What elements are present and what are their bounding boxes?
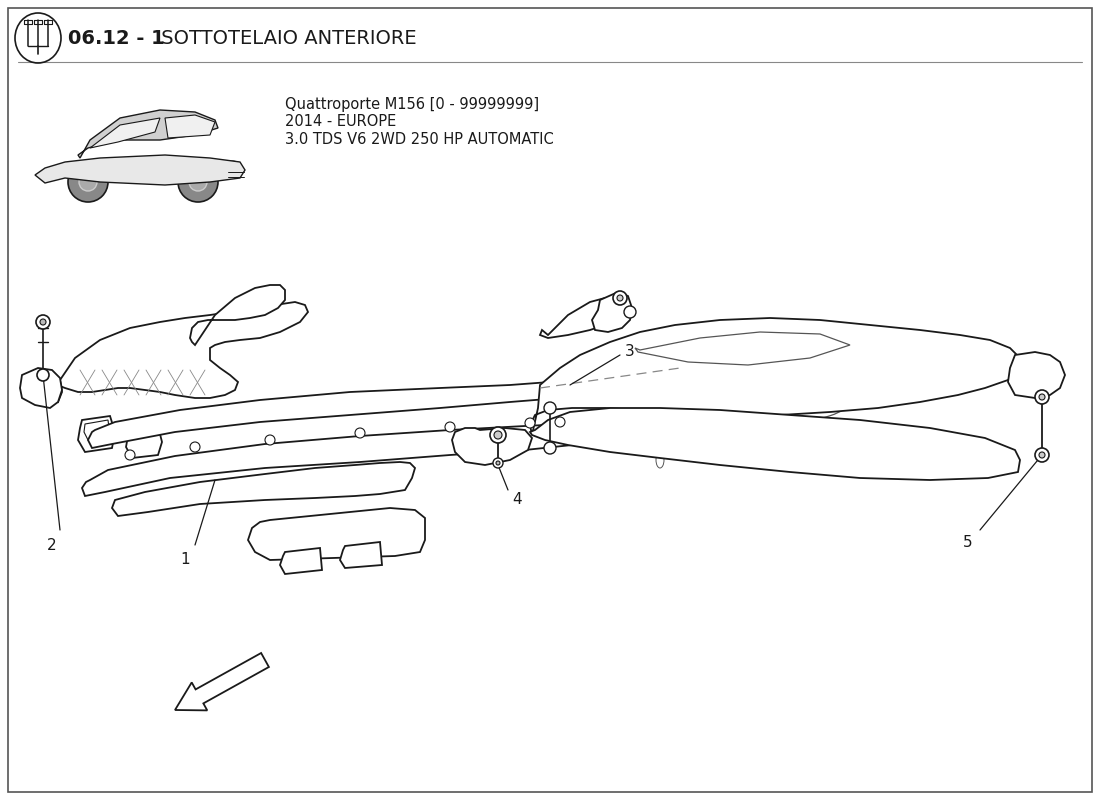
Text: 2014 - EUROPE: 2014 - EUROPE: [285, 114, 396, 130]
Text: 4: 4: [512, 492, 521, 507]
Circle shape: [624, 306, 636, 318]
Circle shape: [190, 442, 200, 452]
Circle shape: [37, 369, 50, 381]
Polygon shape: [540, 298, 618, 338]
Polygon shape: [84, 420, 110, 440]
Polygon shape: [592, 292, 632, 332]
Circle shape: [556, 417, 565, 427]
Circle shape: [355, 428, 365, 438]
Circle shape: [493, 458, 503, 468]
Polygon shape: [530, 318, 1020, 435]
Circle shape: [544, 442, 556, 454]
Ellipse shape: [730, 385, 830, 415]
Bar: [348, 550, 376, 562]
Text: 06.12 - 1: 06.12 - 1: [68, 29, 165, 47]
Polygon shape: [88, 378, 580, 448]
Text: Quattroporte M156 [0 - 99999999]: Quattroporte M156 [0 - 99999999]: [285, 98, 539, 113]
Text: SOTTOTELAIO ANTERIORE: SOTTOTELAIO ANTERIORE: [155, 29, 417, 47]
Circle shape: [40, 319, 46, 325]
Polygon shape: [248, 508, 425, 560]
Text: 3: 3: [625, 345, 635, 359]
Circle shape: [1035, 390, 1049, 404]
Ellipse shape: [642, 409, 648, 427]
Ellipse shape: [649, 434, 654, 450]
Polygon shape: [20, 368, 62, 408]
Ellipse shape: [710, 378, 850, 422]
Polygon shape: [635, 332, 850, 365]
Polygon shape: [340, 542, 382, 568]
Circle shape: [68, 162, 108, 202]
Polygon shape: [530, 408, 1020, 480]
Circle shape: [544, 402, 556, 414]
Circle shape: [1040, 452, 1045, 458]
Text: 1: 1: [180, 552, 190, 567]
FancyArrow shape: [175, 653, 268, 710]
Circle shape: [36, 315, 50, 329]
Polygon shape: [126, 426, 162, 458]
Circle shape: [496, 461, 500, 465]
Circle shape: [446, 422, 455, 432]
Ellipse shape: [631, 379, 639, 401]
Polygon shape: [90, 118, 160, 148]
Circle shape: [613, 291, 627, 305]
Polygon shape: [45, 302, 308, 402]
Circle shape: [1035, 448, 1049, 462]
Polygon shape: [78, 416, 116, 452]
Ellipse shape: [224, 161, 240, 169]
Circle shape: [525, 418, 535, 428]
Text: 2: 2: [47, 538, 57, 553]
Polygon shape: [1008, 352, 1065, 398]
Text: 5: 5: [964, 535, 972, 550]
Polygon shape: [82, 420, 590, 496]
Circle shape: [189, 173, 207, 191]
Circle shape: [490, 427, 506, 443]
Text: 3.0 TDS V6 2WD 250 HP AUTOMATIC: 3.0 TDS V6 2WD 250 HP AUTOMATIC: [285, 131, 553, 146]
Circle shape: [79, 173, 97, 191]
Circle shape: [617, 295, 623, 301]
Circle shape: [265, 435, 275, 445]
Circle shape: [1040, 394, 1045, 400]
Polygon shape: [280, 548, 322, 574]
Bar: [288, 556, 316, 568]
Polygon shape: [78, 110, 218, 158]
Circle shape: [178, 162, 218, 202]
Polygon shape: [452, 428, 532, 465]
Polygon shape: [112, 462, 415, 516]
Ellipse shape: [656, 452, 664, 468]
Circle shape: [125, 450, 135, 460]
Polygon shape: [190, 285, 285, 345]
Polygon shape: [35, 155, 245, 185]
Polygon shape: [165, 115, 214, 138]
Circle shape: [494, 431, 502, 439]
